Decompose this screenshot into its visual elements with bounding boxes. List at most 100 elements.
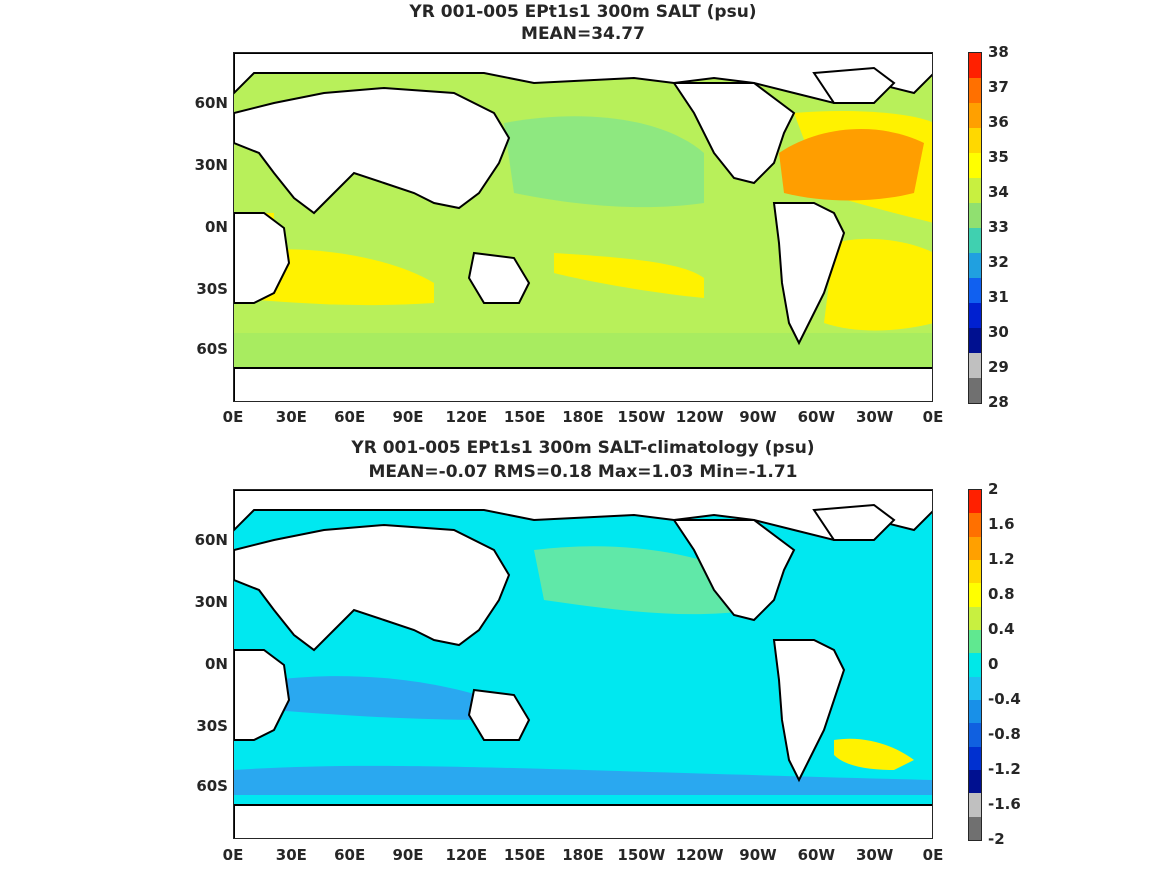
bottom-ytick-60n: 60N xyxy=(194,531,228,549)
colorbar-tick-label: -0.8 xyxy=(988,725,1021,743)
colorbar-segment xyxy=(969,606,981,630)
colorbar-segment xyxy=(969,103,981,128)
colorbar-tick-label: 0 xyxy=(988,655,999,673)
bottom-panel-title: YR 001-005 EPt1s1 300m SALT-climatology … xyxy=(351,438,815,458)
bottom-xtick: 120E xyxy=(445,846,488,864)
bottom-xtick: 180E xyxy=(562,846,604,864)
top-xtick: 120W xyxy=(675,408,724,426)
bottom-map-svg xyxy=(234,490,932,838)
colorbar-segment xyxy=(969,490,981,514)
colorbar-tick-label: 38 xyxy=(988,43,1009,61)
colorbar-segment xyxy=(969,816,981,840)
top-xtick: 0E xyxy=(922,408,944,426)
top-colorbar xyxy=(968,52,982,404)
atlantic-salinity-max xyxy=(779,129,924,201)
colorbar-tick-label: 37 xyxy=(988,78,1009,96)
colorbar-tick-label: 35 xyxy=(988,148,1009,166)
africa xyxy=(234,212,291,304)
colorbar-tick-label: 33 xyxy=(988,218,1009,236)
colorbar-tick-label: -1.2 xyxy=(988,760,1021,778)
bottom-xtick: 0E xyxy=(922,846,944,864)
colorbar-tick-label: 30 xyxy=(988,323,1009,341)
bottom-xtick: 60E xyxy=(334,846,366,864)
colorbar-segment xyxy=(969,353,981,378)
top-xtick: 90E xyxy=(392,408,424,426)
colorbar-segment xyxy=(969,128,981,153)
north-pacific-positive-region xyxy=(534,546,754,615)
colorbar-segment xyxy=(969,723,981,747)
colorbar-tick-label: -2 xyxy=(988,830,1005,848)
bottom-xtick: 30E xyxy=(275,846,307,864)
south-pacific-high-region xyxy=(554,253,704,298)
bottom-continents xyxy=(234,490,932,838)
colorbar-segment xyxy=(969,278,981,303)
colorbar-segment xyxy=(969,513,981,537)
colorbar-segment xyxy=(969,203,981,228)
south-atlantic-region xyxy=(824,238,932,331)
arctic-landmass xyxy=(234,53,932,105)
bottom-xtick: 0E xyxy=(222,846,244,864)
top-xtick: 180E xyxy=(562,408,604,426)
top-ytick-30n: 30N xyxy=(194,156,228,174)
colorbar-segment xyxy=(969,653,981,677)
colorbar-segment xyxy=(969,559,981,584)
bottom-colorbar xyxy=(968,489,982,841)
colorbar-segment xyxy=(969,746,981,770)
top-ytick-60s: 60S xyxy=(196,340,228,358)
bottom-xtick: 150E xyxy=(503,846,546,864)
top-panel-title: YR 001-005 EPt1s1 300m SALT (psu) xyxy=(409,2,757,22)
colorbar-tick-label: 2 xyxy=(988,480,999,498)
colorbar-segment xyxy=(969,629,981,654)
top-xtick: 0E xyxy=(222,408,244,426)
north-pacific-low-region xyxy=(504,116,704,208)
colorbar-segment xyxy=(969,328,981,353)
top-xtick: 150E xyxy=(503,408,546,426)
top-xtick: 30E xyxy=(275,408,307,426)
top-salinity-map xyxy=(233,52,933,402)
greenland xyxy=(812,66,896,104)
colorbar-tick-label: 31 xyxy=(988,288,1009,306)
colorbar-segment xyxy=(969,699,981,724)
bottom-xtick: 90E xyxy=(392,846,424,864)
top-ytick-60n: 60N xyxy=(194,94,228,112)
bottom-anomaly-map xyxy=(233,489,933,839)
bottom-ytick-0n: 0N xyxy=(205,655,228,673)
colorbar-tick-label: 29 xyxy=(988,358,1009,376)
colorbar-segment xyxy=(969,228,981,253)
colorbar-tick-label: 1.2 xyxy=(988,550,1015,568)
colorbar-segment xyxy=(969,153,981,178)
bottom-ytick-60s: 60S xyxy=(196,777,228,795)
continents xyxy=(234,53,932,401)
colorbar-segment xyxy=(969,769,981,794)
colorbar-segment xyxy=(969,53,981,78)
colorbar-segment xyxy=(969,536,981,560)
colorbar-segment xyxy=(969,583,981,607)
north-america xyxy=(672,82,796,185)
colorbar-segment xyxy=(969,303,981,328)
top-xtick: 150W xyxy=(617,408,666,426)
top-xtick: 90W xyxy=(739,408,777,426)
top-xtick: 30W xyxy=(855,408,894,426)
top-xtick: 60E xyxy=(334,408,366,426)
top-panel-mean: MEAN=34.77 xyxy=(521,24,645,44)
colorbar-tick-label: 0.8 xyxy=(988,585,1015,603)
colorbar-tick-label: 34 xyxy=(988,183,1009,201)
top-map-svg xyxy=(234,53,932,401)
south-america xyxy=(772,202,846,346)
eurasia xyxy=(234,86,511,215)
south-atlantic-positive-patch xyxy=(834,738,914,770)
top-xtick: 120E xyxy=(445,408,488,426)
southern-ocean-negative-band xyxy=(234,765,932,795)
colorbar-tick-label: 28 xyxy=(988,393,1009,411)
colorbar-tick-label: 1.6 xyxy=(988,515,1015,533)
bottom-xtick: 120W xyxy=(675,846,724,864)
top-ytick-30s: 30S xyxy=(196,280,228,298)
bottom-xtick: 30W xyxy=(855,846,894,864)
colorbar-segment xyxy=(969,178,981,203)
colorbar-segment xyxy=(969,676,981,700)
bottom-panel-stats: MEAN=-0.07 RMS=0.18 Max=1.03 Min=-1.71 xyxy=(368,462,798,482)
colorbar-segment xyxy=(969,378,981,403)
top-xtick: 60W xyxy=(797,408,836,426)
antarctica xyxy=(234,367,932,401)
australia xyxy=(467,251,531,304)
